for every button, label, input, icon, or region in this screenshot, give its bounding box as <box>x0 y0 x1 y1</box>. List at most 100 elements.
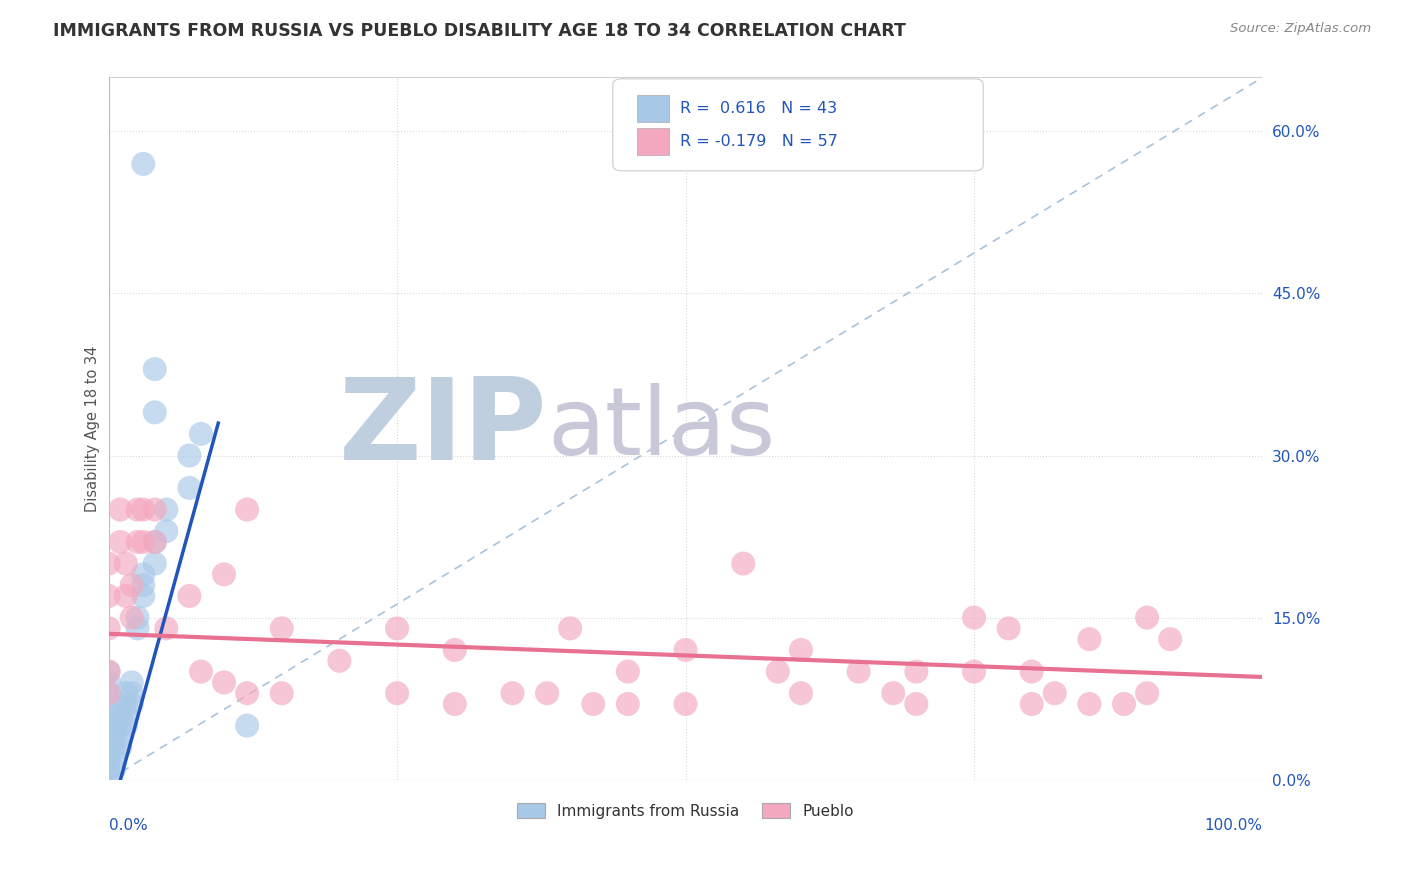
Point <box>675 697 697 711</box>
Point <box>115 557 138 571</box>
Point <box>97 557 120 571</box>
Point <box>143 535 166 549</box>
Point <box>97 762 120 776</box>
Point <box>121 686 143 700</box>
Point <box>1021 665 1043 679</box>
Point <box>127 502 149 516</box>
Point <box>103 751 125 765</box>
Point <box>1078 697 1101 711</box>
Text: atlas: atlas <box>547 383 775 475</box>
Point <box>963 665 986 679</box>
Text: R =  0.616   N = 43: R = 0.616 N = 43 <box>679 101 837 116</box>
Point <box>132 502 155 516</box>
Point <box>121 578 143 592</box>
Point <box>212 675 235 690</box>
Point <box>108 740 131 755</box>
Point <box>179 449 201 463</box>
Point <box>115 686 138 700</box>
Point <box>905 665 928 679</box>
Point <box>132 589 155 603</box>
Point <box>1021 697 1043 711</box>
Point <box>675 643 697 657</box>
Point <box>108 730 131 744</box>
Point <box>190 665 212 679</box>
Point <box>121 610 143 624</box>
Point <box>97 665 120 679</box>
Point <box>905 697 928 711</box>
Point <box>582 697 605 711</box>
Point <box>97 718 120 732</box>
Y-axis label: Disability Age 18 to 34: Disability Age 18 to 34 <box>86 345 100 512</box>
Point <box>155 621 177 635</box>
Point <box>1078 632 1101 647</box>
Point <box>1159 632 1181 647</box>
Point <box>103 730 125 744</box>
Point <box>143 362 166 376</box>
Point <box>560 621 582 635</box>
Point <box>115 718 138 732</box>
Point <box>132 567 155 582</box>
FancyBboxPatch shape <box>637 95 669 121</box>
Point <box>97 621 120 635</box>
Point <box>270 621 292 635</box>
Text: R = -0.179   N = 57: R = -0.179 N = 57 <box>679 134 838 149</box>
Point <box>385 621 408 635</box>
Point <box>179 481 201 495</box>
Point <box>143 557 166 571</box>
Point <box>108 502 131 516</box>
Point <box>97 767 120 781</box>
Point <box>115 707 138 722</box>
Point <box>97 751 120 765</box>
Point <box>97 730 120 744</box>
Point <box>1136 610 1159 624</box>
Point <box>848 665 870 679</box>
Point <box>108 718 131 732</box>
Point <box>236 686 259 700</box>
Point <box>143 535 166 549</box>
Point <box>536 686 558 700</box>
Point <box>790 643 813 657</box>
Point <box>103 740 125 755</box>
Point <box>97 686 120 700</box>
Point <box>97 589 120 603</box>
Point <box>443 697 465 711</box>
Text: ZIP: ZIP <box>339 373 547 484</box>
Point <box>766 665 789 679</box>
Legend: Immigrants from Russia, Pueblo: Immigrants from Russia, Pueblo <box>512 797 859 824</box>
Point <box>501 686 523 700</box>
Point <box>179 589 201 603</box>
Point <box>115 589 138 603</box>
Point <box>1136 686 1159 700</box>
Point <box>385 686 408 700</box>
Text: Source: ZipAtlas.com: Source: ZipAtlas.com <box>1230 22 1371 36</box>
Point <box>155 502 177 516</box>
Point <box>997 621 1019 635</box>
Point <box>328 654 350 668</box>
Point <box>121 697 143 711</box>
Point <box>127 535 149 549</box>
Point <box>443 643 465 657</box>
Point <box>108 707 131 722</box>
Point <box>236 502 259 516</box>
Point <box>103 762 125 776</box>
Point <box>97 665 120 679</box>
Point <box>617 665 640 679</box>
Point <box>97 740 120 755</box>
Point <box>97 686 120 700</box>
FancyBboxPatch shape <box>637 128 669 154</box>
Point <box>1112 697 1135 711</box>
FancyBboxPatch shape <box>613 78 983 171</box>
Point <box>617 697 640 711</box>
Point <box>882 686 904 700</box>
Point <box>132 157 155 171</box>
Point <box>127 621 149 635</box>
Point <box>790 686 813 700</box>
Point <box>236 718 259 732</box>
Point <box>97 697 120 711</box>
Point <box>212 567 235 582</box>
Point <box>270 686 292 700</box>
Point <box>132 535 155 549</box>
Point <box>127 610 149 624</box>
Point <box>121 675 143 690</box>
Point <box>143 502 166 516</box>
